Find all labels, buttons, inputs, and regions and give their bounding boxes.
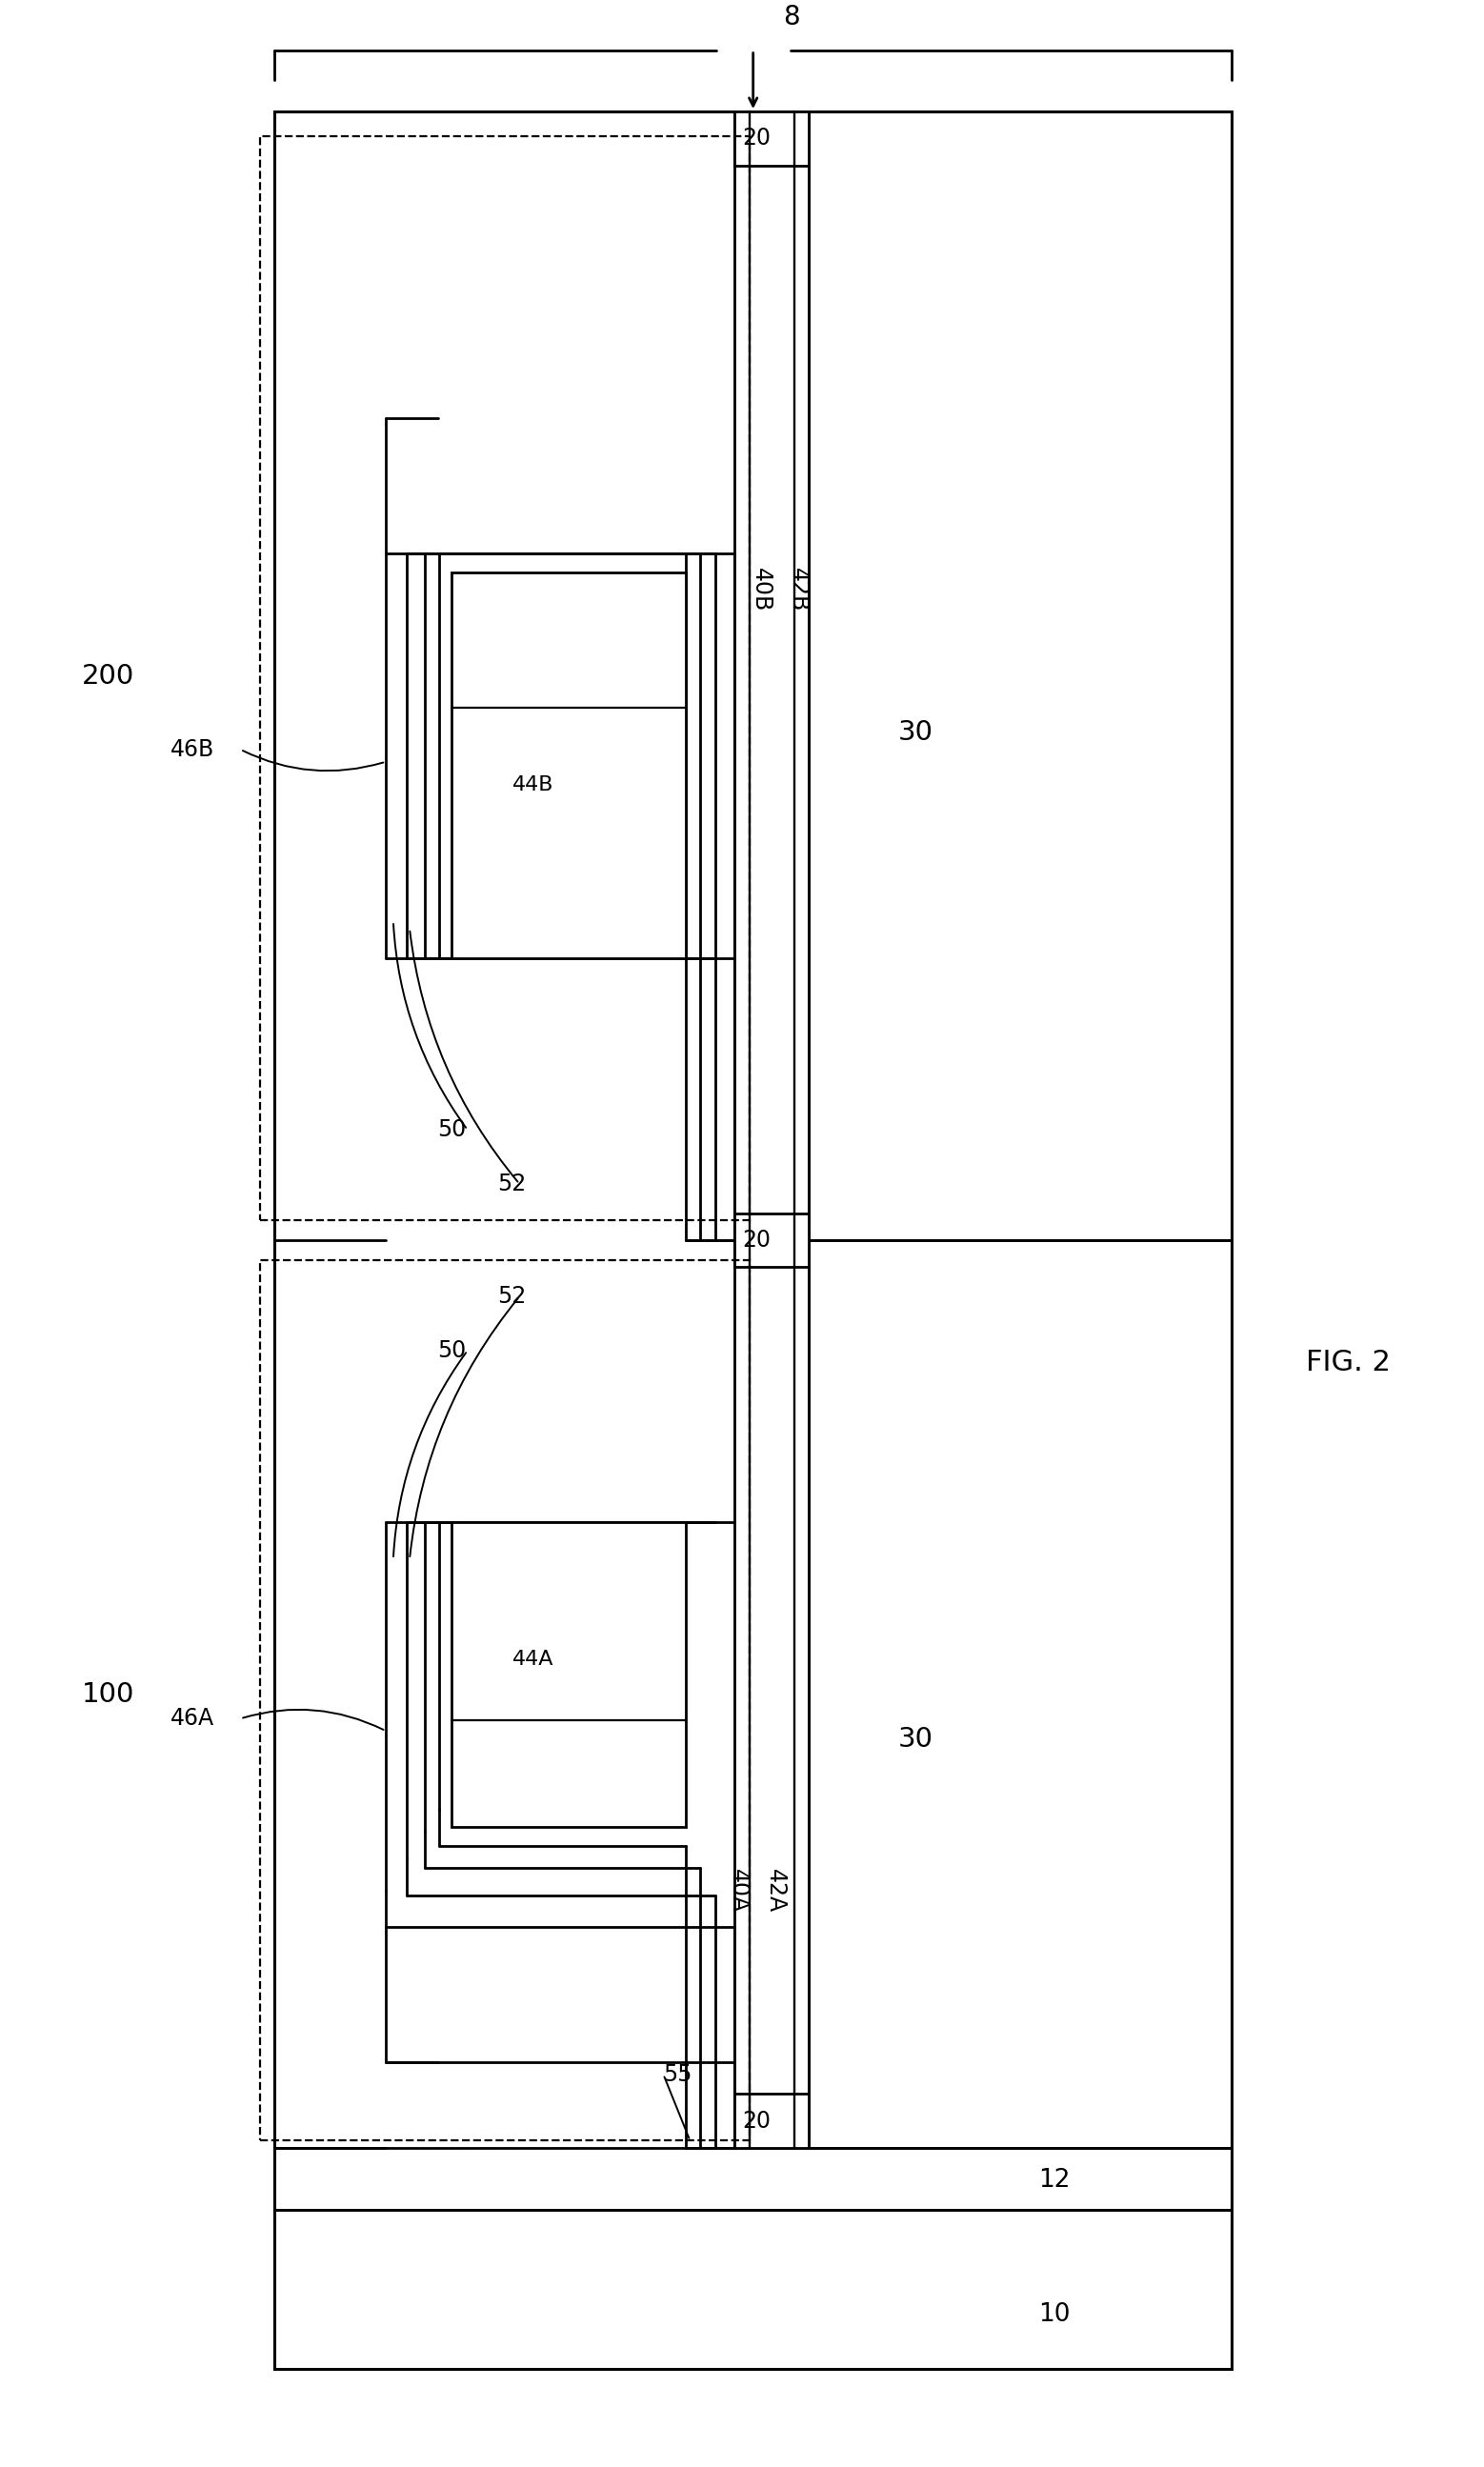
Bar (451, 1522, 686, 1826)
Text: 40A: 40A (727, 1868, 749, 1912)
Text: 46B: 46B (171, 738, 215, 760)
Bar (275, 111, 1232, 2368)
Text: 52: 52 (497, 1285, 525, 1308)
Bar (735, 1214, 809, 1268)
Bar (735, 2094, 809, 2149)
Text: 200: 200 (82, 664, 134, 688)
Text: 8: 8 (782, 5, 800, 30)
Bar (275, 2149, 1232, 2210)
Text: 10: 10 (1039, 2302, 1071, 2326)
Text: 44A: 44A (512, 1650, 554, 1668)
Text: 50: 50 (438, 1340, 466, 1362)
Text: 20: 20 (742, 2109, 770, 2131)
Text: 52: 52 (497, 1172, 525, 1194)
Bar (275, 2210, 1232, 2368)
Text: 20: 20 (742, 128, 770, 150)
Text: 55: 55 (663, 2062, 693, 2087)
Bar (809, 1241, 1232, 2149)
Text: FIG. 2: FIG. 2 (1306, 1349, 1391, 1377)
Text: 42A: 42A (764, 1868, 787, 1912)
Text: 46A: 46A (171, 1707, 215, 1729)
Text: 30: 30 (898, 718, 933, 745)
Text: 30: 30 (898, 1727, 933, 1754)
Bar (260, 136, 749, 1221)
Text: 40B: 40B (749, 567, 772, 612)
Bar (451, 572, 686, 957)
Text: 42B: 42B (787, 567, 809, 612)
Bar (735, 111, 809, 165)
Text: 44B: 44B (512, 775, 554, 794)
Text: 12: 12 (1039, 2168, 1071, 2193)
Text: 100: 100 (82, 1680, 135, 1707)
Bar (809, 111, 1232, 1241)
Bar (260, 1261, 749, 2141)
Text: 20: 20 (742, 1229, 770, 1251)
Text: 50: 50 (438, 1118, 466, 1142)
